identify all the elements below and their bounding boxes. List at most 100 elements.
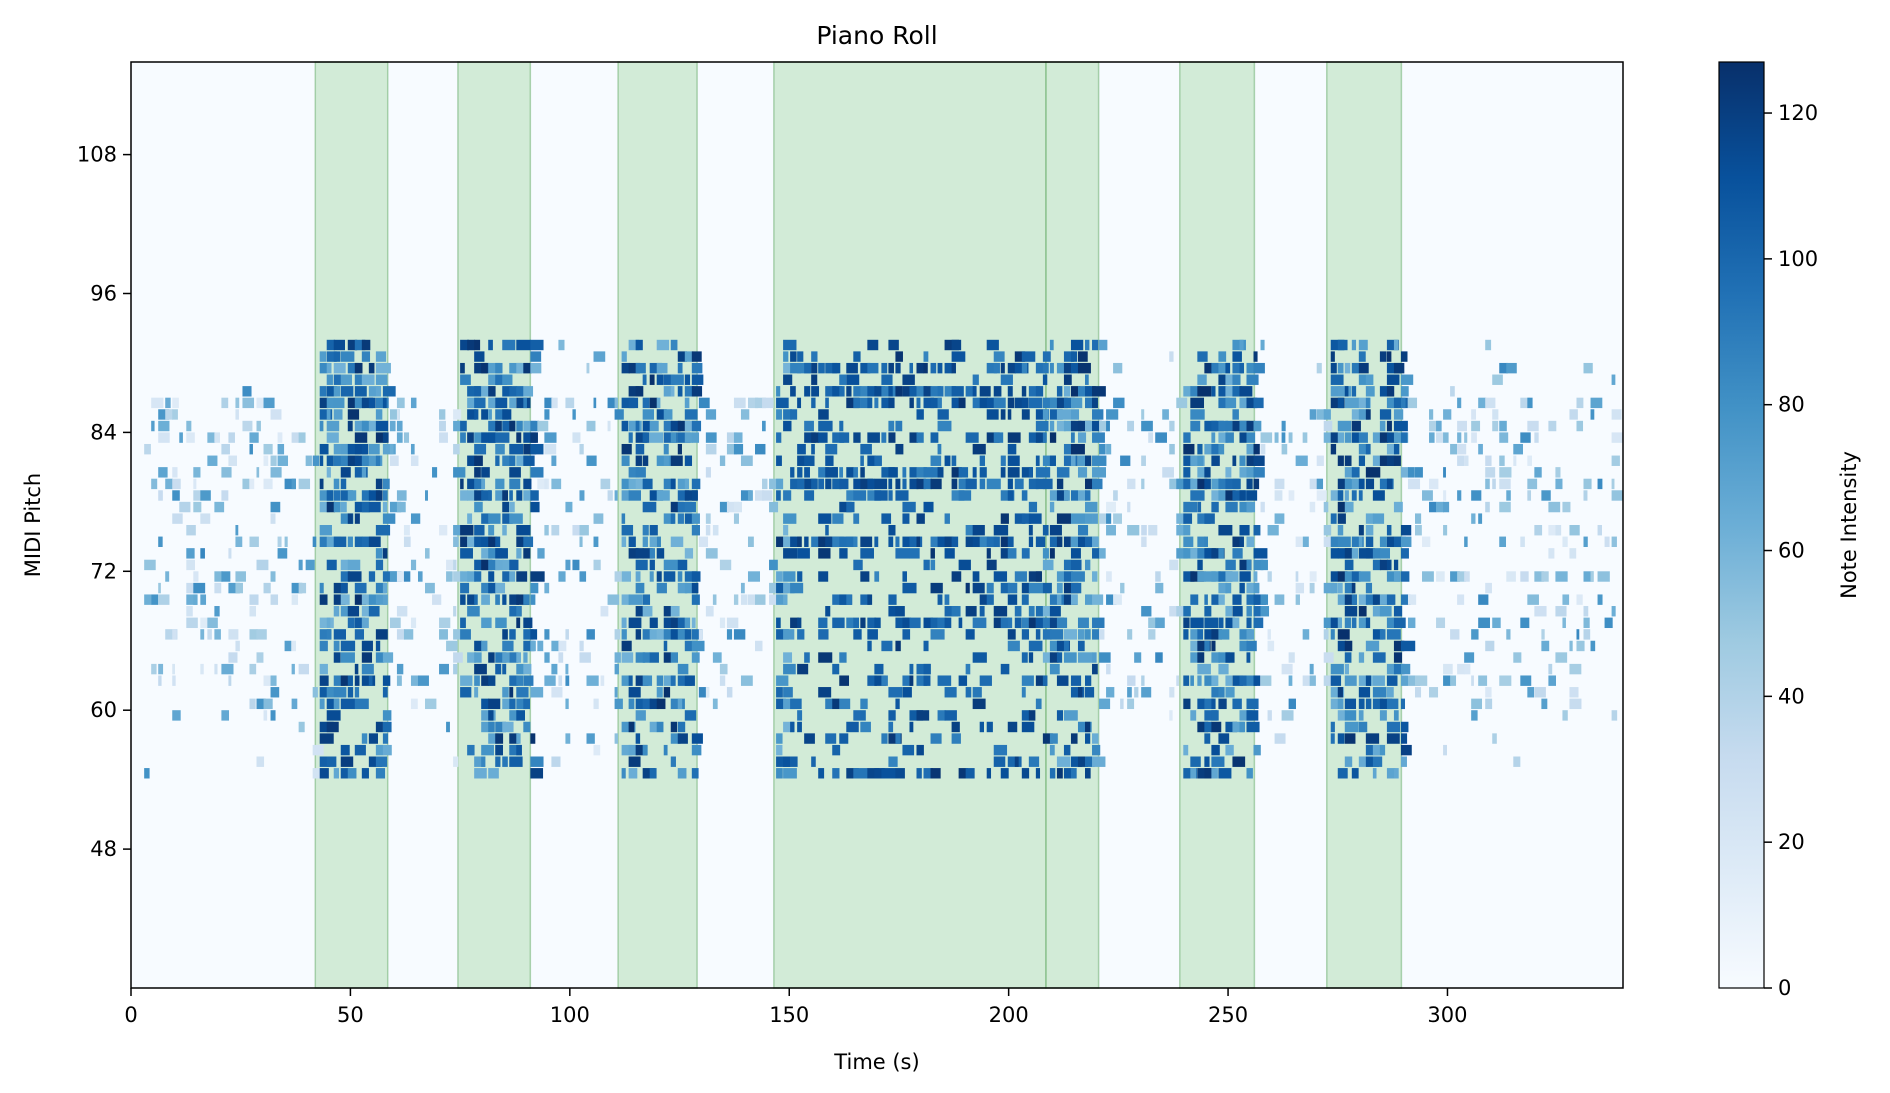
note-cell bbox=[1021, 351, 1036, 362]
note-cell bbox=[579, 640, 584, 652]
note-cell bbox=[1239, 339, 1244, 351]
note-cell bbox=[291, 478, 296, 490]
note-cell bbox=[867, 629, 878, 640]
note-cell bbox=[1035, 432, 1046, 443]
note-cell bbox=[1393, 768, 1399, 779]
note-cell bbox=[1499, 362, 1508, 374]
note-cell bbox=[1028, 606, 1035, 617]
note-cell bbox=[825, 467, 838, 478]
note-cell bbox=[832, 617, 845, 629]
note-cell bbox=[1021, 721, 1035, 733]
note-cell bbox=[1358, 756, 1370, 767]
note-cell bbox=[347, 571, 362, 582]
note-cell bbox=[579, 571, 587, 582]
note-cell bbox=[1183, 443, 1195, 455]
note-cell bbox=[1379, 351, 1387, 362]
note-cell bbox=[1393, 443, 1400, 455]
note-cell bbox=[1386, 733, 1400, 744]
note-cell bbox=[1555, 525, 1562, 536]
note-cell bbox=[375, 559, 384, 571]
note-cell bbox=[1414, 513, 1422, 524]
note-cell bbox=[965, 432, 979, 443]
note-cell bbox=[783, 594, 787, 605]
note-cell bbox=[1330, 351, 1335, 362]
note-cell bbox=[621, 397, 635, 409]
note-cell bbox=[1548, 675, 1556, 686]
note-cell bbox=[944, 710, 957, 721]
note-cell bbox=[944, 362, 953, 374]
note-cell bbox=[530, 687, 544, 698]
note-cell bbox=[1443, 467, 1446, 478]
note-cell bbox=[656, 698, 666, 710]
note-cell bbox=[396, 606, 408, 617]
note-cell bbox=[1337, 629, 1350, 640]
note-cell bbox=[460, 594, 466, 605]
note-cell bbox=[1063, 455, 1078, 466]
note-cell bbox=[853, 397, 861, 409]
note-cell bbox=[1351, 420, 1361, 432]
note-cell bbox=[677, 768, 687, 779]
note-cell bbox=[1113, 513, 1122, 524]
note-cell bbox=[558, 675, 563, 686]
note-cell bbox=[677, 420, 691, 432]
note-cell bbox=[930, 768, 941, 779]
note-cell bbox=[1197, 351, 1208, 362]
note-cell bbox=[1393, 420, 1408, 432]
note-cell bbox=[1134, 652, 1142, 663]
note-cell bbox=[368, 571, 376, 582]
note-cell bbox=[235, 582, 243, 594]
note-cell bbox=[1211, 594, 1220, 605]
note-cell bbox=[691, 374, 704, 385]
note-cell bbox=[361, 640, 373, 652]
note-cell bbox=[740, 594, 748, 605]
note-cell bbox=[1225, 501, 1238, 513]
note-cell bbox=[530, 467, 544, 478]
note-cell bbox=[460, 525, 474, 536]
note-cell bbox=[347, 339, 358, 351]
note-cell bbox=[621, 525, 634, 536]
note-cell bbox=[1183, 698, 1191, 710]
note-cell bbox=[354, 420, 368, 432]
note-cell bbox=[1478, 443, 1483, 455]
note-cell bbox=[319, 768, 329, 779]
y-axis-label: MIDI Pitch bbox=[21, 473, 45, 577]
note-cell bbox=[172, 629, 177, 640]
note-cell bbox=[677, 386, 683, 397]
note-cell bbox=[776, 536, 789, 547]
note-cell bbox=[558, 640, 567, 652]
note-cell bbox=[1056, 536, 1063, 547]
note-cell bbox=[691, 362, 703, 374]
note-cell bbox=[1232, 478, 1241, 490]
note-cell bbox=[628, 536, 636, 547]
note-cell bbox=[144, 768, 150, 779]
note-cell bbox=[712, 698, 718, 710]
note-cell bbox=[1365, 548, 1375, 559]
note-cell bbox=[375, 490, 383, 501]
note-cell bbox=[1576, 420, 1584, 432]
note-cell bbox=[1183, 478, 1194, 490]
note-cell bbox=[319, 640, 328, 652]
note-cell bbox=[172, 675, 176, 686]
note-cell bbox=[403, 536, 411, 547]
note-cell bbox=[916, 478, 926, 490]
note-cell bbox=[1007, 721, 1018, 733]
note-cell bbox=[1351, 768, 1359, 779]
note-cell bbox=[1085, 339, 1090, 351]
note-cell bbox=[1042, 617, 1054, 629]
note-cell bbox=[1295, 594, 1300, 605]
note-cell bbox=[1569, 687, 1579, 698]
note-cell bbox=[614, 397, 618, 409]
note-cell bbox=[684, 420, 697, 432]
note-cell bbox=[691, 617, 696, 629]
note-cell bbox=[719, 675, 726, 686]
note-cell bbox=[1183, 606, 1191, 617]
note-cell bbox=[1028, 582, 1044, 594]
note-cell bbox=[256, 629, 267, 640]
note-cell bbox=[691, 525, 700, 536]
note-cell bbox=[551, 640, 560, 652]
note-cell bbox=[1007, 386, 1013, 397]
note-cell bbox=[516, 536, 528, 547]
note-cell bbox=[319, 351, 327, 362]
note-cell bbox=[790, 756, 798, 767]
note-cell bbox=[1344, 386, 1349, 397]
